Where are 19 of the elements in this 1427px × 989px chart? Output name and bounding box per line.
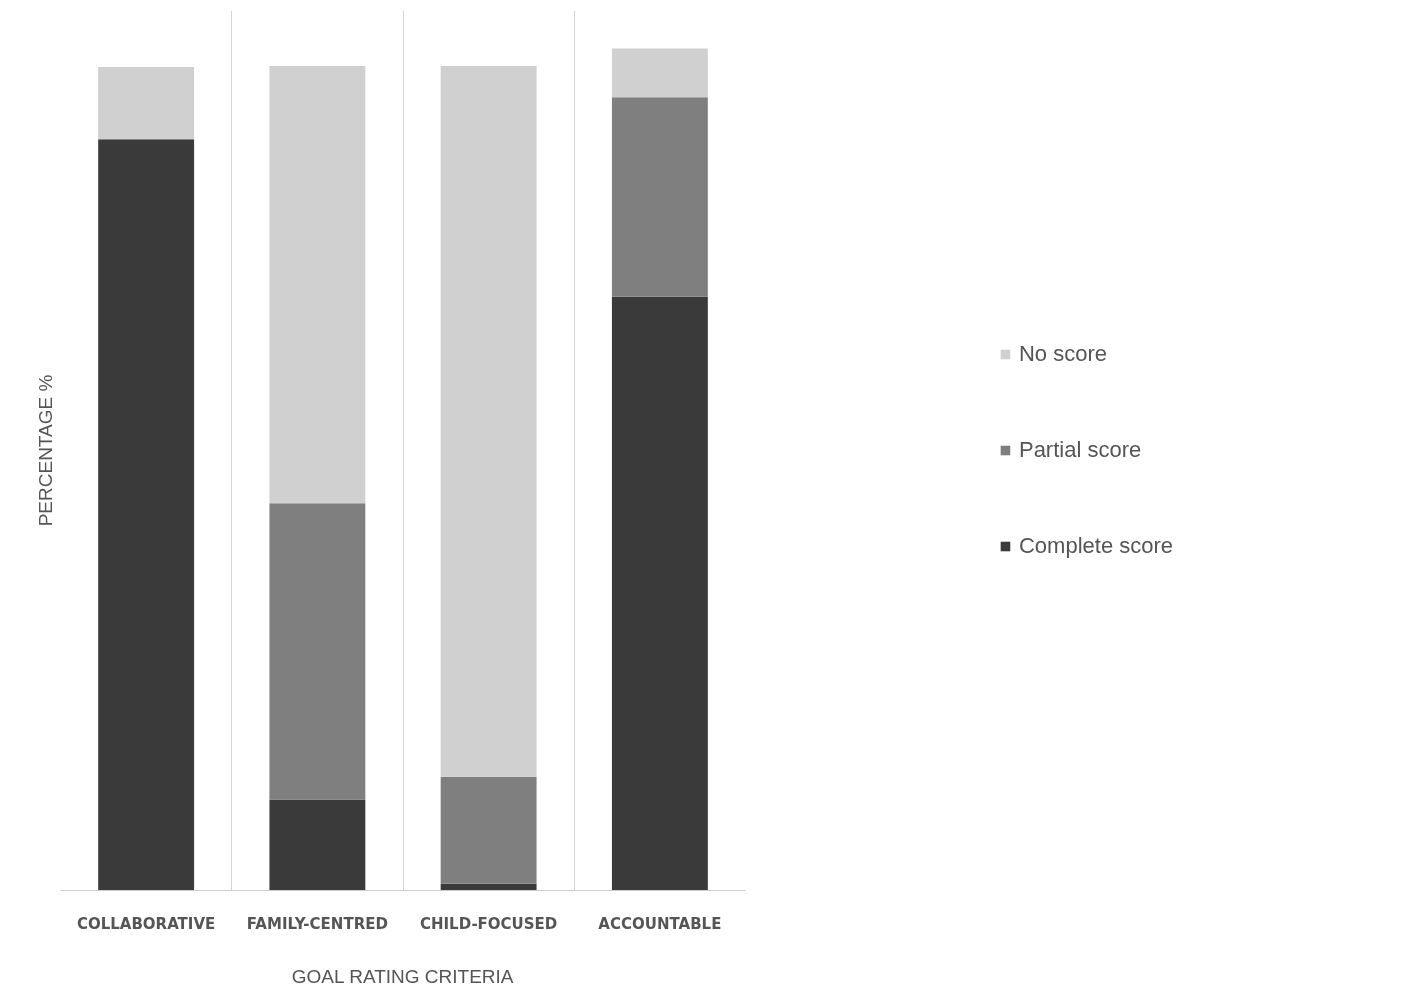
x-tick-label: FAMILY-CENTRED (246, 914, 388, 933)
bar (611, 296, 708, 891)
x-axis-title: GOAL RATING CRITERIA (291, 965, 514, 987)
bar (440, 776, 537, 884)
bar (611, 48, 708, 98)
y-axis-title: PERCENTAGE % (34, 374, 56, 527)
bar (98, 66, 195, 140)
bar (440, 66, 537, 777)
legend-label: No score (1018, 341, 1108, 367)
legend-label: Complete score (1018, 533, 1174, 559)
bar (269, 66, 366, 504)
bar (611, 97, 708, 297)
x-tick-label: CHILD-FOCUSED (419, 914, 558, 933)
legend-label: Partial score (1018, 437, 1142, 463)
x-tick-label: COLLABORATIVE (76, 914, 216, 933)
bar (269, 503, 366, 800)
bar (269, 799, 366, 891)
x-tick-label: ACCOUNTABLE (598, 914, 722, 933)
bar (98, 139, 195, 891)
